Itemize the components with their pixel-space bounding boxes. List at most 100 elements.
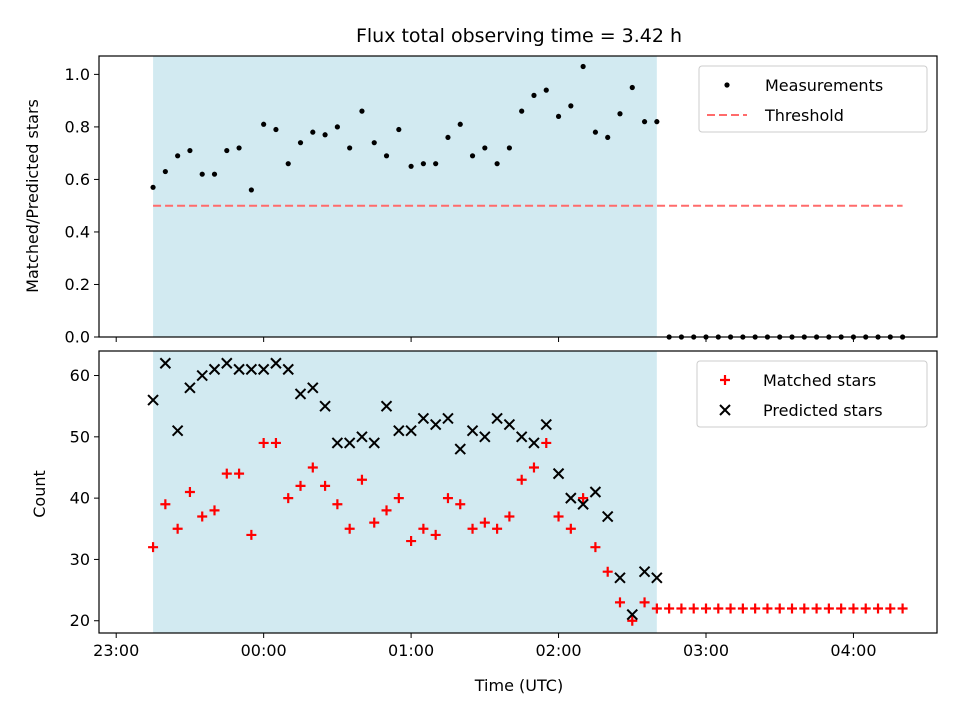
matched-star-point [860,603,871,614]
bottom-panel: 20 30 40 50 60 23:00 00:00 01:00 02:00 03:00 04:00… [70,350,938,660]
matched-star-point [700,603,711,614]
predicted-star-point [540,418,552,431]
matched-star-point [184,487,195,497]
predicted-star-point [307,382,319,394]
measurement-point [175,153,181,159]
x-tick-label: 03:00 [683,641,729,660]
measurement-point [580,63,586,70]
legend-matched-marker [720,375,730,385]
measurement-point [310,129,316,135]
predicted-star-point [270,357,282,369]
y-tick-label: 1.0 [65,65,90,84]
matched-star-point [393,493,404,504]
matched-star-point [234,468,245,479]
matched-star-point [578,493,589,504]
matched-star-point [799,603,810,614]
measurement-point [433,161,439,167]
matched-star-point [762,603,773,614]
measurement-point [506,145,512,151]
measurement-point [519,108,525,114]
matched-star-point [283,493,294,504]
matched-star-point [270,437,281,448]
predicted-star-point [503,418,516,431]
x-tick-label: 00:00 [241,641,287,660]
predicted-star-point [147,394,159,406]
matched-star-point [639,597,650,608]
legend-predicted-marker [719,404,731,416]
matched-star-point [897,603,908,614]
predicted-star-point [208,363,221,376]
predicted-star-point [491,412,503,425]
predicted-star-point [343,437,356,449]
measurement-point [236,145,242,151]
top-y-axis-label: Matched/Predicted stars [23,99,42,293]
y-tick-label: 50 [70,427,90,446]
measurement-point [211,171,218,177]
matched-star-point [172,523,183,534]
matched-star-point [320,480,331,491]
matched-star-point [541,437,552,448]
predicted-star-point [601,510,614,523]
predicted-star-point [245,363,258,376]
matched-star-point [307,462,318,473]
legend-box [698,65,928,133]
matched-star-point [787,603,798,614]
matched-star-point [627,615,638,626]
x-tick-label: 23:00 [93,641,139,660]
matched-star-point [664,603,675,614]
matched-star-point [209,505,220,516]
matched-star-point [774,603,785,614]
measurement-point [555,113,562,120]
legend: Measurements Threshold [698,65,928,133]
measurement-point [347,145,353,151]
measurement-point [592,129,599,135]
predicted-star-point [614,572,626,584]
top-panel: 0.0 0.2 0.4 0.6 0.8 1.0 Measurements Threshold [65,55,938,347]
matched-star-point [406,536,417,547]
matched-star-point [614,597,625,608]
legend: Matched stars Predicted stars [696,360,928,428]
matched-star-point [565,523,576,534]
matched-star-point [455,499,466,510]
y-tick-label: 0.0 [65,328,90,347]
chart-title: Flux total observing time = 3.42 h [356,25,682,47]
y-tick-label: 40 [70,489,90,508]
measurement-point [641,119,648,125]
predicted-star-point [479,431,491,443]
plot-frame [98,350,938,634]
matched-star-point [221,468,232,479]
matched-star-point [528,462,539,473]
predicted-star-point [331,437,344,449]
y-tick-label: 0.8 [65,117,90,136]
matched-star-point [651,603,662,614]
measurement-point [322,132,328,138]
matched-star-point [295,480,306,491]
matched-star-point [676,603,687,614]
y-tick-label: 20 [70,611,90,630]
x-tick-label: 01:00 [388,641,434,660]
predicted-star-point [626,608,638,621]
matched-star-point [332,499,343,510]
measurement-point [261,121,267,127]
predicted-star-point [429,418,442,431]
predicted-star-point [589,486,602,498]
matched-star-point [504,511,515,522]
measurement-point [199,171,205,177]
measurement-point [654,119,660,125]
legend-label: Measurements [765,76,883,95]
matched-star-point [197,511,208,522]
matched-star-point [823,603,834,614]
matched-star-point [848,603,859,614]
matched-star-point [725,603,736,614]
matched-star-point [356,474,367,485]
measurement-point [383,153,390,159]
y-tick-label: 30 [70,550,90,569]
matched-star-point [750,603,761,614]
measurement-point [469,153,476,159]
predicted-star-point [368,437,380,449]
matched-star-point [553,511,564,522]
predicted-star-point [528,437,540,449]
measurement-point [396,126,402,133]
matched-star-point [492,523,503,534]
